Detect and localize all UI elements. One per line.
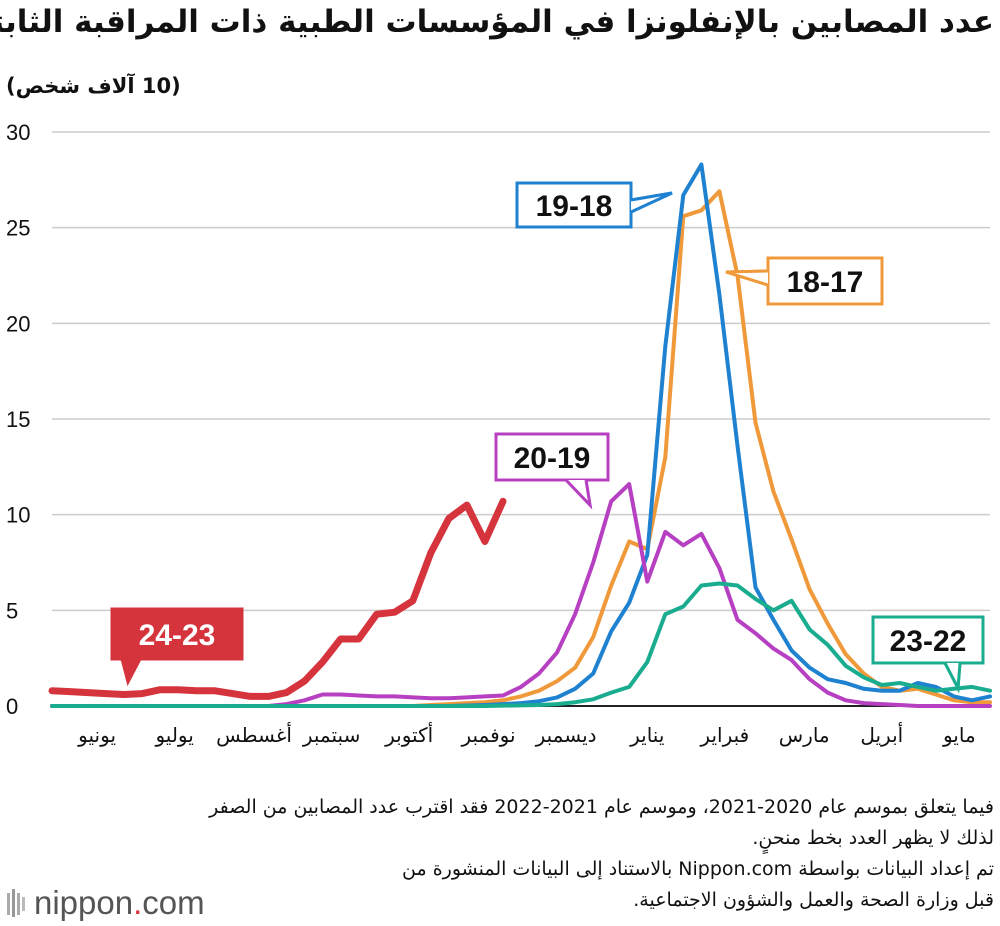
logo-suffix: com — [142, 884, 205, 921]
series-tag-19-18: 19-18 — [515, 181, 673, 229]
footnote-line: فيما يتعلق بموسم عام 2020-2021، وموسم عا… — [209, 796, 994, 818]
x-axis-ticks: يونيو يوليو أغسطس سبتمبر أكتوبر نوفمبر ديسمبر ي… — [77, 722, 976, 747]
x-tick-label: أكتوبر — [384, 722, 433, 747]
tag-label: 20-19 — [514, 442, 591, 475]
x-tick-label: أبريل — [860, 722, 903, 747]
y-tick-label: 0 — [6, 694, 18, 719]
tag-label: 19-18 — [536, 190, 613, 223]
footnote-line: تم إعداد البيانات بواسطة Nippon.com بالا… — [402, 858, 994, 880]
y-axis-unit-label: (10 آلاف شخص) — [6, 74, 181, 98]
x-tick-label: فبراير — [699, 723, 749, 747]
footnote-line: لذلك لا يظهر العدد بخط منحنٍ. — [752, 827, 994, 849]
series-tags: 19-18 18-17 20-19 23-22 24-23 — [110, 181, 985, 694]
tag-box — [766, 256, 884, 306]
tag-label: 18-17 — [787, 266, 864, 299]
tag-pointer — [120, 657, 143, 687]
nippon-logo: nippon. com — [6, 884, 205, 922]
x-tick-label: أغسطس — [216, 722, 292, 747]
series-line-20-19 — [50, 482, 992, 708]
brand-icon — [7, 889, 25, 917]
y-tick-label: 30 — [6, 120, 30, 145]
logo-name: nippon — [34, 884, 134, 921]
line-chart: 0 5 10 15 20 25 30 يونيو يوليو أغسطس سبتمبر أكتوبر… — [6, 120, 992, 747]
tag-box — [515, 181, 633, 229]
footnotes: فيما يتعلق بموسم عام 2020-2021، وموسم عا… — [209, 792, 994, 916]
series-tag-24-23: 24-23 — [110, 607, 244, 687]
tag-box — [871, 615, 985, 665]
y-tick-label: 5 — [6, 598, 18, 623]
tag-label: 23-22 — [890, 625, 967, 658]
x-tick-label: يوليو — [154, 723, 193, 747]
y-tick-label: 10 — [6, 503, 30, 528]
y-tick-label: 15 — [6, 407, 30, 432]
x-tick-label: نوفمبر — [460, 723, 515, 747]
footnote-line: قبل وزارة الصحة والعمل والشؤون الاجتماعي… — [633, 889, 994, 911]
series-line-23-22 — [50, 581, 992, 708]
tag-box — [494, 432, 610, 482]
tag-box — [110, 607, 244, 661]
x-tick-label: سبتمبر — [302, 723, 360, 747]
series-tag-20-19: 20-19 — [494, 432, 610, 510]
series-lines — [48, 162, 992, 708]
tag-label: 24-23 — [139, 619, 216, 652]
y-tick-label: 20 — [6, 311, 30, 336]
y-tick-label: 25 — [6, 216, 30, 241]
chart-title: عدد المصابين بالإنفلونزا في المؤسسات الط… — [0, 4, 994, 40]
y-axis-ticks: 0 5 10 15 20 25 30 — [6, 120, 30, 719]
series-tag-23-22: 23-22 — [871, 615, 985, 694]
x-tick-label: مارس — [779, 723, 830, 747]
x-tick-label: يناير — [629, 723, 664, 747]
logo-dot: . — [133, 884, 143, 921]
series-line-24-23 — [48, 497, 507, 700]
x-tick-label: ديسمبر — [535, 723, 597, 747]
x-tick-label: يونيو — [77, 723, 116, 747]
x-tick-label: مايو — [942, 723, 976, 747]
series-tag-18-17: 18-17 — [725, 256, 884, 306]
